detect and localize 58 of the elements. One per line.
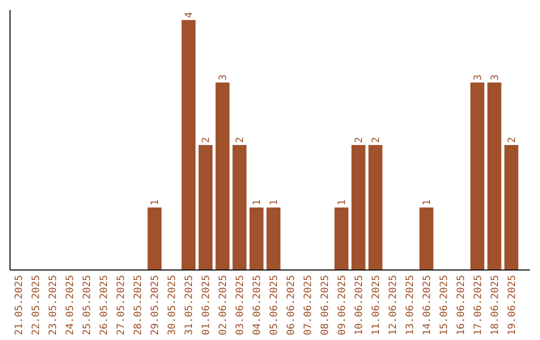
data-label: 2 (354, 136, 365, 143)
x-tick-label: 09.06.2025 (336, 275, 348, 336)
bar (368, 145, 382, 270)
x-tick-label: 13.06.2025 (404, 275, 416, 336)
x-tick-label: 04.06.2025 (252, 275, 264, 336)
x-tick-label: 05.06.2025 (268, 275, 280, 336)
x-tick-label: 02.06.2025 (218, 275, 230, 336)
bar (266, 208, 280, 270)
x-tick-label: 08.06.2025 (320, 275, 331, 336)
data-label: 1 (336, 199, 348, 206)
data-label: 2 (370, 136, 382, 143)
x-tick-label: 22.05.2025 (31, 275, 42, 336)
data-label: 1 (268, 199, 280, 206)
data-label: 2 (506, 136, 518, 143)
x-tick-label: 24.05.2025 (65, 275, 76, 336)
bar (504, 145, 518, 270)
bar (250, 208, 264, 270)
data-label: 3 (472, 74, 484, 80)
bar (470, 82, 484, 270)
x-tick-label: 11.06.2025 (370, 275, 382, 336)
x-tick-label: 23.05.2025 (48, 275, 60, 336)
x-tick-label: 29.05.2025 (150, 275, 162, 336)
bar (198, 145, 213, 270)
bar (182, 20, 196, 270)
x-tick-label: 26.05.2025 (99, 275, 110, 336)
bar (216, 82, 230, 270)
data-label: 3 (490, 74, 501, 80)
x-tick-label: 28.05.2025 (133, 275, 144, 336)
x-tick-label: 07.06.2025 (302, 275, 314, 336)
x-tick-label: 25.05.2025 (82, 275, 94, 336)
x-tick-label: 18.06.2025 (490, 275, 501, 336)
x-tick-label: 21.05.2025 (14, 275, 26, 336)
x-tick-label: 17.06.2025 (472, 275, 484, 336)
data-label: 1 (252, 199, 264, 206)
data-label: 3 (218, 74, 230, 80)
x-tick-label: 30.05.2025 (167, 275, 178, 336)
bar (487, 82, 502, 270)
x-tick-label: 15.06.2025 (438, 275, 450, 336)
bar (232, 145, 246, 270)
data-label: 1 (422, 199, 433, 206)
x-tick-label: 27.05.2025 (116, 275, 128, 336)
x-tick-label: 12.06.2025 (388, 275, 399, 336)
data-label: 1 (150, 199, 162, 206)
bar (419, 208, 434, 270)
bar (351, 145, 366, 270)
data-label: 2 (235, 136, 246, 143)
data-label: 2 (201, 136, 212, 143)
bar (148, 208, 162, 270)
x-tick-label: 16.06.2025 (456, 275, 467, 336)
x-tick-label: 14.06.2025 (422, 275, 433, 336)
x-tick-label: 19.06.2025 (506, 275, 518, 336)
data-label: 4 (184, 12, 196, 18)
x-tick-label: 06.06.2025 (286, 275, 297, 336)
bar (334, 208, 348, 270)
x-tick-label: 31.05.2025 (184, 275, 196, 336)
x-tick-label: 10.06.2025 (354, 275, 365, 336)
x-tick-label: 01.06.2025 (201, 275, 212, 336)
x-tick-label: 03.06.2025 (235, 275, 246, 336)
